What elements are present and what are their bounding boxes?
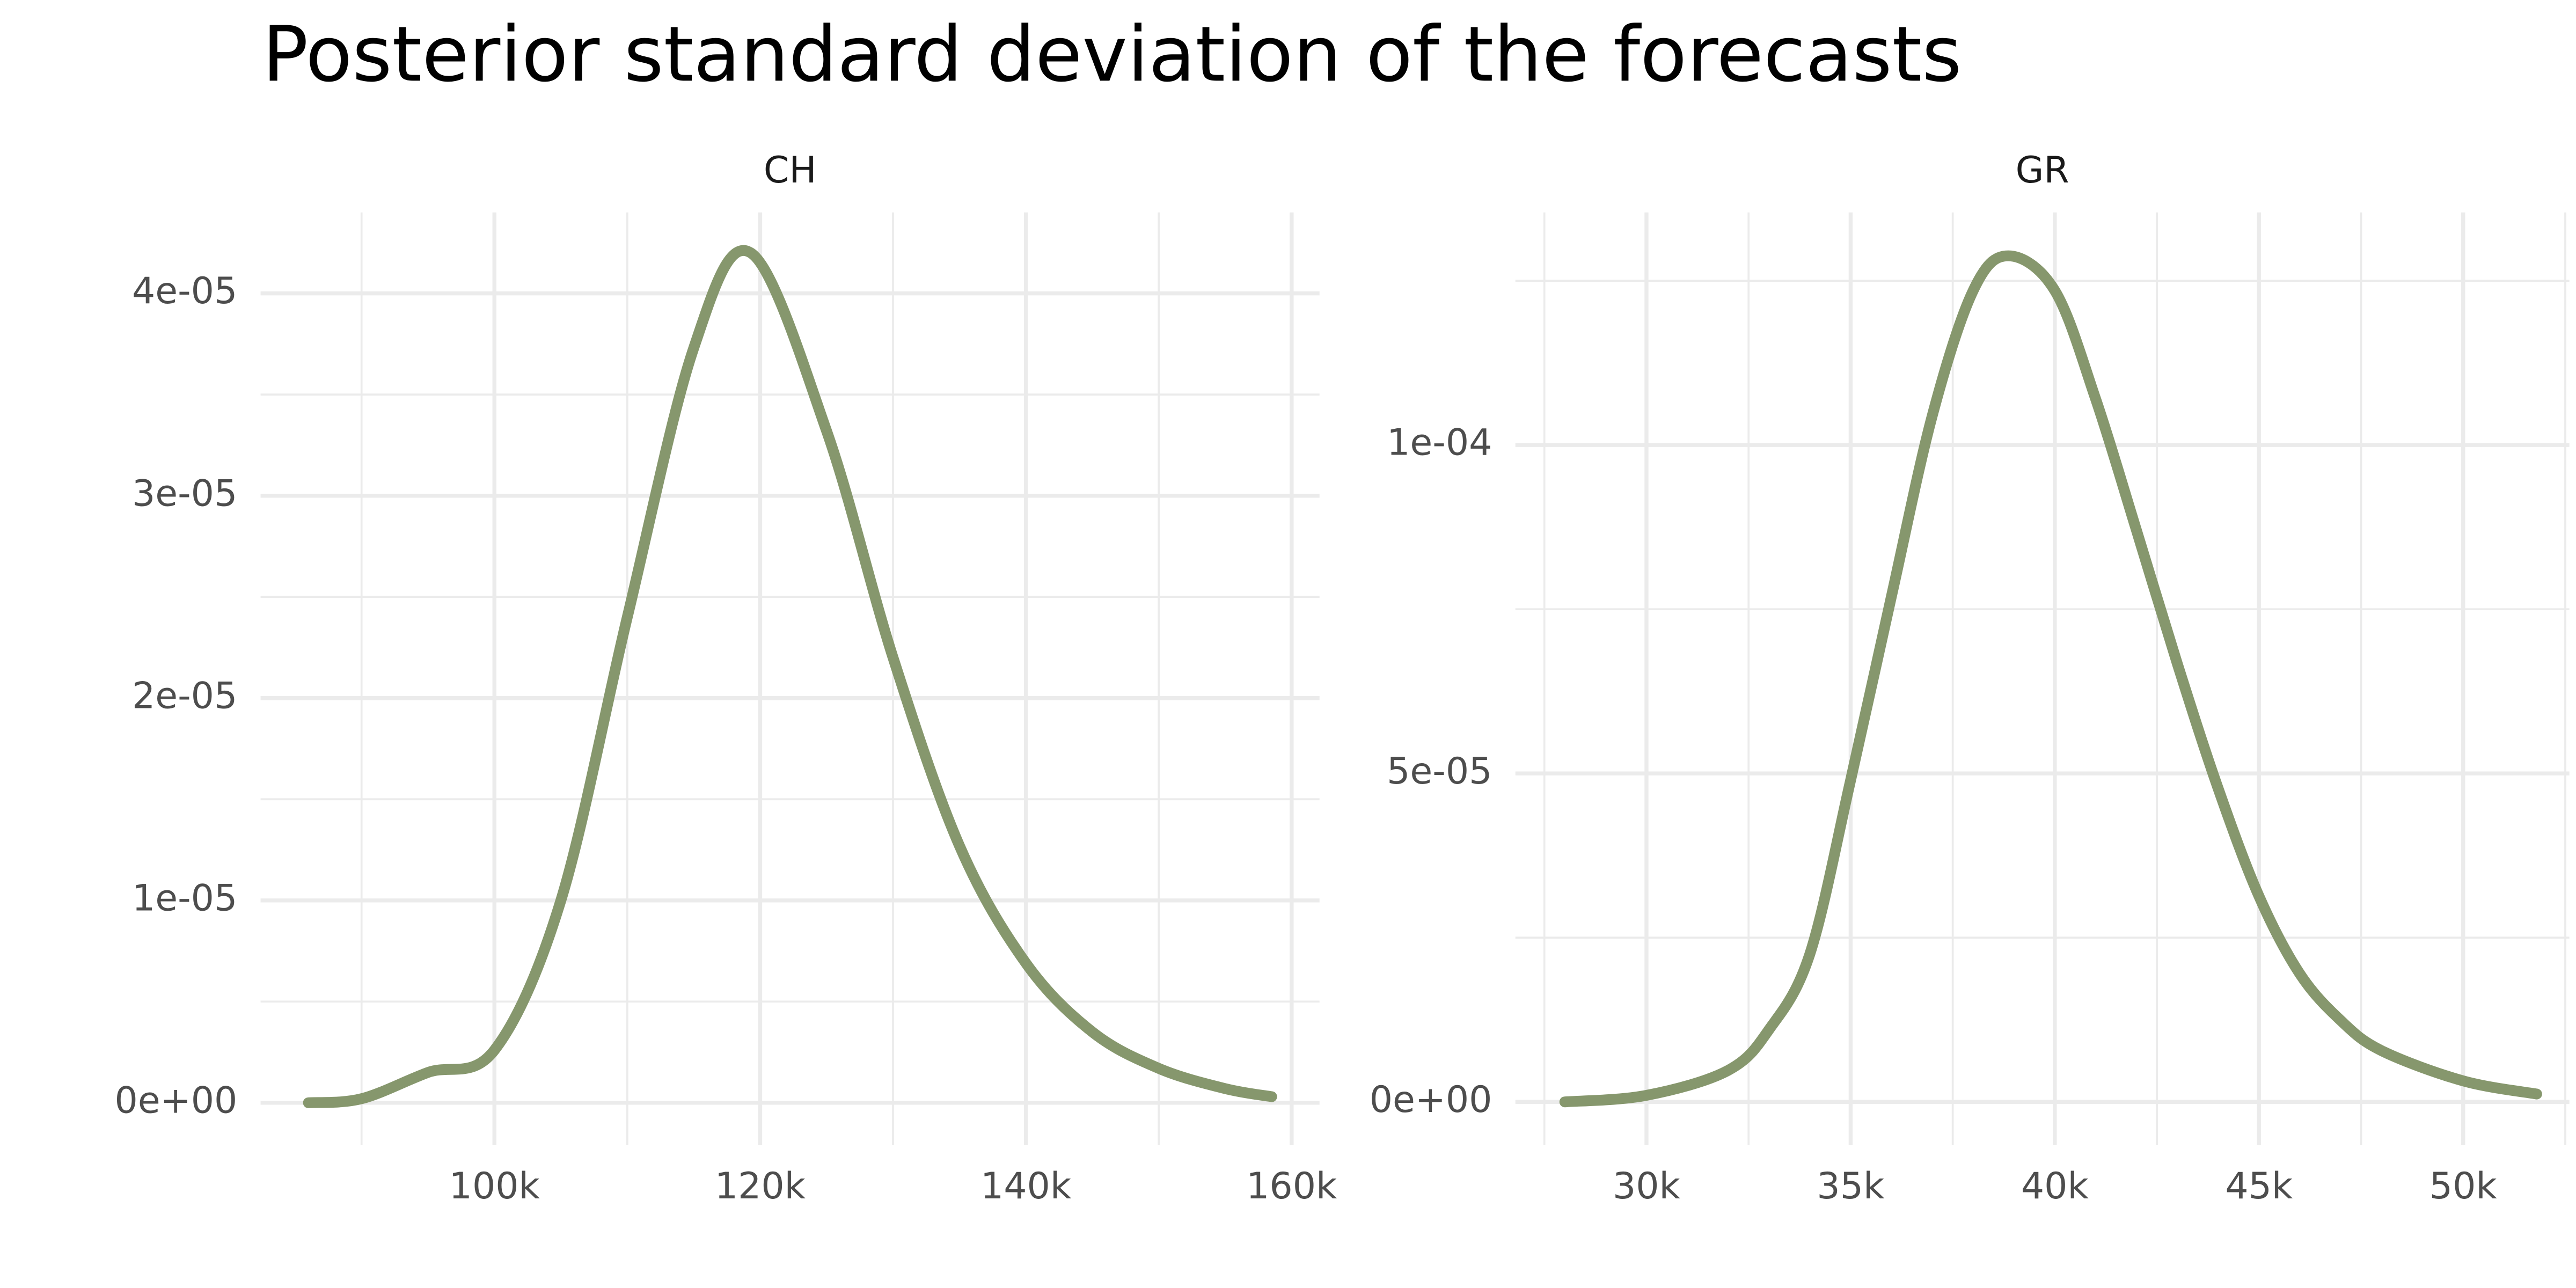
- x-tick-label: 30k: [1613, 1165, 1681, 1208]
- x-tick-label: 100k: [449, 1165, 540, 1208]
- y-tick-label: 2e-05: [132, 675, 237, 717]
- panel-title: GR: [2016, 149, 2069, 192]
- chart-title: Posterior standard deviation of the fore…: [262, 10, 1962, 99]
- x-tick-label: 140k: [980, 1165, 1072, 1208]
- y-tick-label: 1e-05: [132, 877, 237, 919]
- y-tick-label: 0e+00: [1370, 1079, 1492, 1121]
- y-tick-label: 4e-05: [132, 270, 237, 312]
- density-line: [1559, 250, 2542, 1108]
- x-tick-label: 50k: [2429, 1165, 2498, 1208]
- x-tick-label: 160k: [1246, 1165, 1337, 1208]
- y-tick-label: 5e-05: [1387, 750, 1492, 793]
- density-line: [303, 245, 1277, 1108]
- x-tick-label: 35k: [1817, 1165, 1885, 1208]
- y-tick-label: 0e+00: [115, 1079, 238, 1122]
- y-tick-label: 1e-04: [1387, 422, 1492, 464]
- panel-title: CH: [764, 149, 817, 192]
- x-tick-label: 45k: [2225, 1165, 2293, 1208]
- x-tick-label: 40k: [2021, 1165, 2089, 1208]
- y-tick-label: 3e-05: [132, 472, 237, 515]
- x-tick-label: 120k: [715, 1165, 806, 1208]
